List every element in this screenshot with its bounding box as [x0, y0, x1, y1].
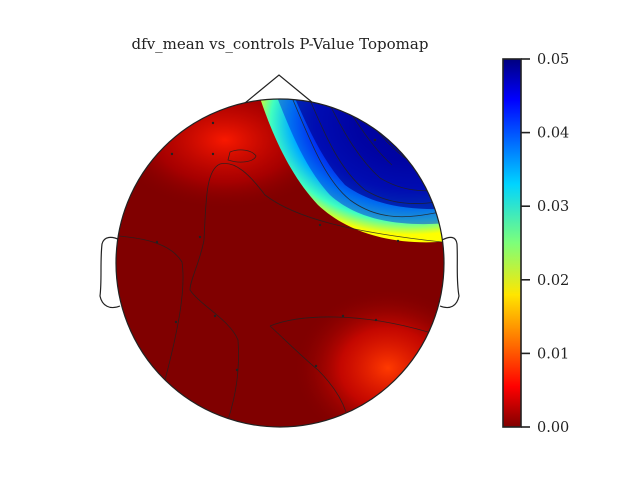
head-ear-right — [439, 236, 460, 309]
head-ear-left — [99, 236, 121, 309]
colorbar-tick-label: 0.02 — [537, 273, 569, 289]
colorbar-tick-label: 0.04 — [537, 126, 569, 142]
head-outline — [115, 98, 445, 428]
colorbar — [502, 58, 522, 428]
sensor-markers — [155, 121, 400, 372]
topomap-field — [116, 99, 444, 427]
colorbar-tick-label: 0.00 — [537, 420, 569, 436]
head-nose — [244, 74, 314, 104]
colorbar-ticks: 0.05 0.04 0.03 0.02 0.01 0.00 — [521, 52, 569, 436]
colorbar-tick-label: 0.05 — [537, 52, 569, 68]
colorbar-tick-label: 0.03 — [537, 199, 569, 215]
chart-title: dfv_mean vs_controls P-Value Topomap — [132, 35, 429, 53]
region-right-parietal — [293, 288, 444, 427]
colorbar-tick-label: 0.01 — [537, 346, 569, 362]
